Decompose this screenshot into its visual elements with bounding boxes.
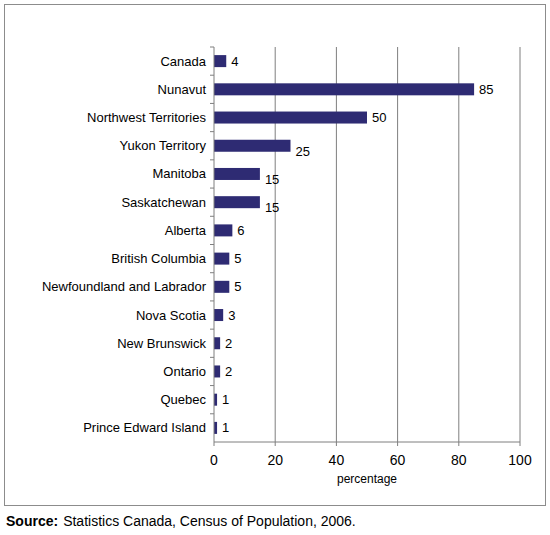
x-tick bbox=[397, 442, 398, 446]
data-label: 15 bbox=[265, 200, 279, 215]
chart: Canada4Nunavut85Northwest Territories50Y… bbox=[0, 0, 550, 535]
data-label: 2 bbox=[225, 364, 232, 379]
category-label: Nova Scotia bbox=[136, 308, 207, 323]
x-tick bbox=[458, 442, 459, 446]
y-tick bbox=[210, 385, 214, 386]
grid-line bbox=[397, 47, 398, 442]
x-axis-label: percentage bbox=[337, 472, 397, 486]
frame bbox=[5, 5, 546, 506]
x-tick-label: 40 bbox=[329, 452, 345, 468]
y-tick bbox=[210, 188, 214, 189]
bar bbox=[214, 281, 229, 293]
x-tick bbox=[275, 442, 276, 446]
data-label: 15 bbox=[265, 172, 279, 187]
category-label: Nunavut bbox=[158, 82, 207, 97]
bar bbox=[214, 83, 474, 95]
data-label: 25 bbox=[296, 144, 310, 159]
category-label: Saskatchewan bbox=[121, 195, 206, 210]
category-label: Ontario bbox=[163, 364, 206, 379]
grid-line bbox=[458, 47, 459, 442]
x-axis bbox=[214, 442, 520, 443]
x-tick-label: 0 bbox=[210, 452, 218, 468]
data-label: 85 bbox=[479, 82, 493, 97]
data-label: 3 bbox=[228, 308, 235, 323]
y-tick bbox=[210, 103, 214, 104]
data-label: 4 bbox=[231, 54, 238, 69]
bar bbox=[214, 337, 220, 349]
x-tick-label: 80 bbox=[451, 452, 467, 468]
data-label: 50 bbox=[372, 110, 386, 125]
category-label: Northwest Territories bbox=[87, 110, 206, 125]
category-label: British Columbia bbox=[111, 251, 206, 266]
data-label: 1 bbox=[222, 392, 229, 407]
bar bbox=[214, 140, 291, 152]
y-tick bbox=[210, 216, 214, 217]
data-label: 5 bbox=[234, 251, 241, 266]
y-tick bbox=[210, 244, 214, 245]
bar bbox=[214, 224, 232, 236]
grid-line bbox=[336, 47, 337, 442]
category-label: Prince Edward Island bbox=[83, 420, 206, 435]
data-label: 2 bbox=[225, 336, 232, 351]
y-tick bbox=[210, 159, 214, 160]
bar bbox=[214, 55, 226, 67]
y-tick bbox=[210, 75, 214, 76]
grid-line bbox=[275, 47, 276, 442]
y-tick bbox=[210, 131, 214, 132]
x-tick-label: 20 bbox=[267, 452, 283, 468]
x-tick bbox=[520, 442, 521, 446]
bars bbox=[214, 55, 474, 434]
data-label: 1 bbox=[222, 420, 229, 435]
bar bbox=[214, 253, 229, 265]
y-tick bbox=[210, 47, 214, 48]
source-text: Statistics Canada, Census of Population,… bbox=[63, 513, 356, 529]
category-label: Yukon Territory bbox=[120, 138, 207, 153]
bar bbox=[214, 309, 223, 321]
category-label: New Brunswick bbox=[117, 336, 206, 351]
y-tick bbox=[210, 357, 214, 358]
y-tick bbox=[210, 272, 214, 273]
data-label: 5 bbox=[234, 279, 241, 294]
category-label: Manitoba bbox=[153, 166, 207, 181]
x-tick bbox=[336, 442, 337, 446]
x-tick-label: 100 bbox=[508, 452, 532, 468]
category-label: Alberta bbox=[165, 223, 207, 238]
category-label: Newfoundland and Labrador bbox=[42, 279, 207, 294]
bar bbox=[214, 112, 367, 124]
y-tick bbox=[210, 329, 214, 330]
grid-line bbox=[520, 47, 521, 442]
y-tick bbox=[210, 413, 214, 414]
x-tick-label: 60 bbox=[390, 452, 406, 468]
bar bbox=[214, 196, 260, 208]
bar bbox=[214, 365, 220, 377]
bar bbox=[214, 168, 260, 180]
source-label: Source: bbox=[6, 513, 58, 529]
data-label: 6 bbox=[237, 223, 244, 238]
category-label: Quebec bbox=[160, 392, 206, 407]
source: Source: Statistics Canada, Census of Popu… bbox=[6, 513, 356, 529]
category-label: Canada bbox=[160, 54, 206, 69]
x-tick bbox=[214, 442, 215, 446]
y-tick bbox=[210, 300, 214, 301]
